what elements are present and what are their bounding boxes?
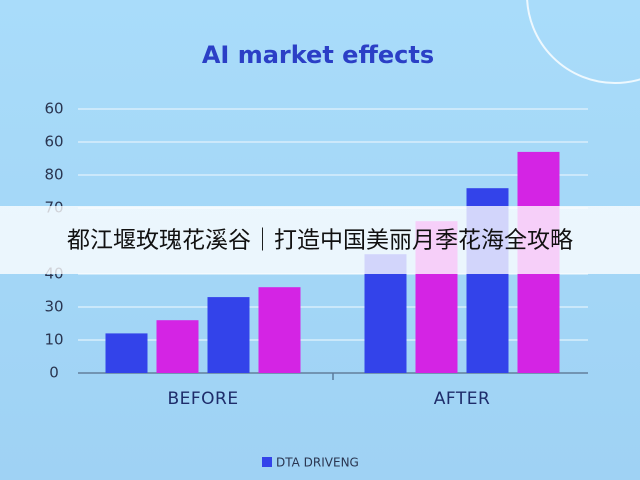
y-tick-label: 0 bbox=[49, 364, 59, 382]
bar bbox=[105, 333, 148, 373]
x-tick-label: BEFORE bbox=[167, 389, 238, 409]
chart-title: AI market effects bbox=[202, 41, 434, 69]
y-tick-label: 60 bbox=[44, 100, 63, 118]
x-tick-label: AFTER bbox=[434, 389, 491, 409]
banner-background bbox=[0, 206, 640, 274]
y-tick-label: 80 bbox=[44, 166, 63, 184]
legend-swatch bbox=[262, 457, 272, 467]
legend-label: DTA DRIVENG bbox=[276, 456, 359, 470]
bar bbox=[258, 287, 301, 373]
banner-text: 都江堰玫瑰花溪谷｜打造中国美丽月季花海全攻略 bbox=[67, 228, 573, 254]
bar bbox=[207, 297, 250, 373]
decoration bbox=[526, 0, 640, 84]
y-tick-label: 30 bbox=[44, 298, 63, 316]
y-tick-label: 60 bbox=[44, 133, 63, 151]
y-tick-label: 10 bbox=[44, 331, 63, 349]
bar bbox=[156, 320, 199, 373]
